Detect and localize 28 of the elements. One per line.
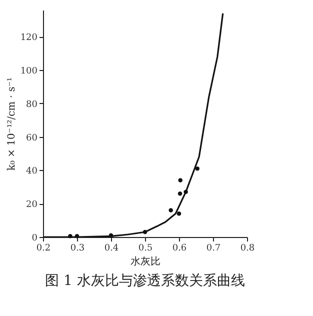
x-tick-label: 0.4 [104,244,119,254]
x-tick-label: 0.2 [36,244,51,254]
point [74,234,80,238]
x-tick-label: 0.5 [138,244,153,254]
y-tick-label: 40 [26,166,38,177]
point [195,166,200,171]
point [178,191,182,196]
x-tick-label: 0.7 [206,244,221,254]
y-tick-label: 80 [26,100,38,110]
text: 图 1 水灰比与渗透系数关系曲线 [45,273,245,289]
x-axis-title: 水灰比 [130,256,160,268]
point [68,234,72,238]
point [108,233,114,238]
point [142,230,148,234]
y-axis-title: k₀ × 10⁻¹²/cm · s⁻¹ [6,77,18,171]
y-tick-label: 0 [32,234,38,244]
point [184,190,188,194]
point [168,208,173,212]
point [178,178,182,182]
x-tick-label: 0.8 [240,244,255,254]
y-tick-label: 120 [20,33,38,44]
y-tick-label: 20 [26,200,38,210]
y-tick-label: 100 [20,66,38,77]
x-tick-label: 0.3 [70,244,85,254]
x-tick-label: 0.6 [172,244,187,254]
y-tick-label: 60 [26,133,38,144]
point [176,212,182,216]
line-series [43,12,224,237]
